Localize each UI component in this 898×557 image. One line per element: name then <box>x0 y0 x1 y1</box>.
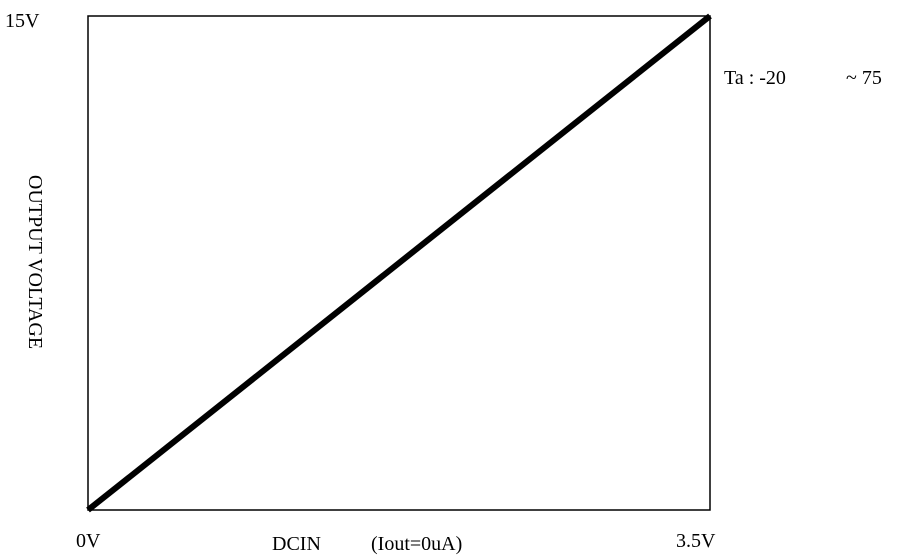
y-axis-label: OUTPUT VOLTAGE <box>24 175 46 349</box>
x-tick-label-start: 0V <box>76 530 101 552</box>
x-axis-condition-note: (Iout=0uA) <box>371 533 462 555</box>
y-tick-label-top: 15V <box>5 10 40 32</box>
x-axis-label: DCIN <box>272 533 321 555</box>
series-layer <box>86 13 712 513</box>
x-tick-label-end: 3.5V <box>676 530 716 552</box>
temperature-range-upper: ~ 75 <box>846 67 882 89</box>
temperature-range-annotation: Ta : -20 <box>724 67 786 89</box>
series-line-0 <box>86 13 712 513</box>
plot-frame <box>87 15 711 511</box>
